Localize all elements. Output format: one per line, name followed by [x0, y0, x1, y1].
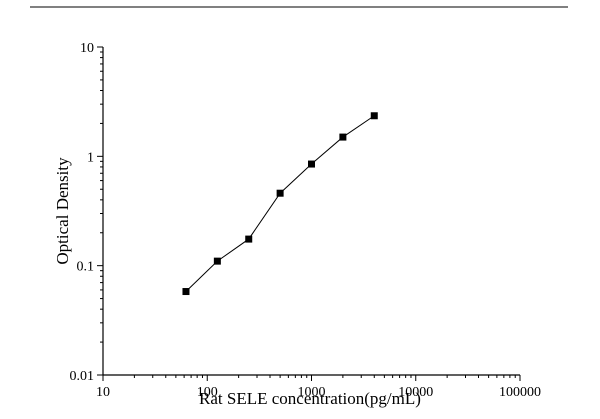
x-tick-label: 100 [197, 385, 218, 400]
x-tick-label: 10 [96, 385, 110, 400]
y-tick-label: 10 [80, 41, 94, 56]
data-point-marker [339, 133, 347, 141]
x-tick-label: 10000 [398, 385, 433, 400]
y-tick-label: 0.01 [70, 369, 95, 384]
y-tick-label: 1 [87, 150, 94, 165]
y-tick-label: 0.1 [77, 260, 95, 275]
x-tick-label: 1000 [298, 385, 326, 400]
data-point-marker [245, 235, 253, 243]
data-point-marker [182, 288, 190, 296]
standard-curve-line [185, 115, 375, 292]
x-tick-label: 100000 [499, 385, 541, 400]
y-axis-label: Optical Density [53, 157, 72, 265]
data-point-marker [370, 112, 378, 120]
data-point-marker [308, 160, 315, 168]
data-point-marker [213, 257, 221, 265]
x-axis-label: Rat SELE concentration(pg/mL) [199, 389, 421, 408]
data-point-marker [276, 189, 284, 197]
